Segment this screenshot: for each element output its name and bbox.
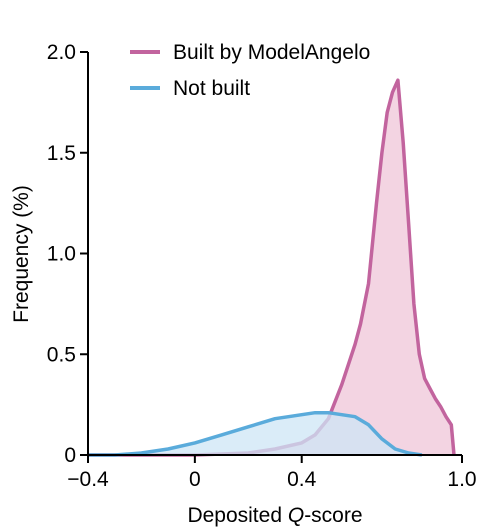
legend-label-built: Built by ModelAngelo <box>173 41 370 64</box>
y-tick-label: 1.0 <box>47 243 76 266</box>
x-tick-label: 0.4 <box>287 468 317 491</box>
series-area-0 <box>88 80 454 455</box>
x-axis-ticks: −0.4 0 0.4 1.0 <box>67 455 477 491</box>
series-area-1 <box>88 412 422 455</box>
y-axis-ticks: 0 0.5 1.0 1.5 2.0 <box>47 41 88 467</box>
y-tick-label: 2.0 <box>47 41 76 64</box>
y-tick-label: 0.5 <box>47 343 76 366</box>
series-line-1 <box>88 410 423 457</box>
y-axis-title: Frequency (%) <box>10 185 33 323</box>
y-tick-label: 1.5 <box>47 142 76 165</box>
legend-label-not-built: Not built <box>173 77 250 100</box>
x-tick-label: −0.4 <box>67 468 109 491</box>
legend: Built by ModelAngelo Not built <box>130 41 370 100</box>
y-tick-label: 0 <box>64 444 76 467</box>
x-axis-title: Deposited Q-score <box>187 504 362 527</box>
x-tick-label: 0 <box>189 468 201 491</box>
series-areas <box>88 78 456 457</box>
x-tick-label: 1.0 <box>447 468 476 491</box>
